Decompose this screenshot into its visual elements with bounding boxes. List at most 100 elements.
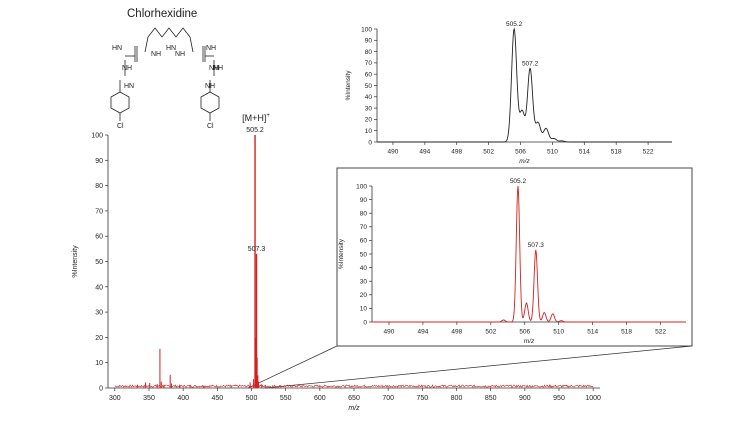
y-tick-label: 90 — [365, 38, 373, 45]
benzene-ring-right — [200, 91, 220, 114]
y-tick-label: 20 — [360, 292, 368, 299]
zoom-connector-lines — [247, 345, 693, 389]
y-tick-label: 40 — [360, 265, 368, 272]
y-axis-label: %Intensity — [72, 245, 79, 278]
x-tick-label: 522 — [655, 329, 666, 336]
x-tick-label: 522 — [643, 149, 654, 156]
structure-atom-label: NH — [151, 51, 161, 58]
y-tick-label: 90 — [360, 197, 368, 204]
y-tick-label: 50 — [365, 83, 373, 90]
ion-label: [M+H]+ — [242, 113, 270, 123]
y-tick-label: 30 — [95, 310, 103, 317]
bond — [189, 36, 194, 53]
x-tick-label: 518 — [611, 149, 622, 156]
x-tick-label: 514 — [587, 329, 598, 336]
x-tick-label: 600 — [314, 395, 326, 402]
structure-atom-label: NH — [205, 83, 215, 90]
y-tick-label: 10 — [95, 360, 103, 367]
chlorhexidine-structure — [110, 27, 220, 121]
x-tick-label: 498 — [451, 149, 462, 156]
bond — [144, 36, 149, 53]
y-tick-label: 80 — [95, 183, 103, 190]
x-tick-label: 750 — [416, 395, 428, 402]
peak-label: 505.2 — [506, 21, 523, 28]
peak-label: 505.2 — [510, 178, 527, 185]
structure-title: Chlorhexidine — [127, 8, 198, 20]
y-tick-label: 10 — [365, 128, 373, 135]
y-tick-label: 70 — [360, 224, 368, 231]
y-tick-label: 70 — [95, 208, 103, 215]
x-tick-label: 550 — [280, 395, 292, 402]
peak-label: 507.2 — [522, 61, 539, 68]
y-tick-label: 60 — [365, 71, 373, 78]
peak-label: 507.3 — [248, 246, 266, 253]
y-tick-label: 40 — [365, 94, 373, 101]
y-tick-label: 20 — [365, 117, 373, 124]
y-tick-label: 60 — [360, 238, 368, 245]
y-tick-label: 10 — [360, 306, 368, 313]
x-tick-label: 1000 — [585, 395, 601, 402]
theoretical-isotope-panel: 0 10 20 30 40 50 60 70 80 90 100 490 494 498 502 506 510… — [345, 21, 672, 165]
structure-atom-label: Cl — [207, 123, 214, 130]
y-tick-label: 0 — [363, 319, 367, 326]
structure-atom-label: NH — [209, 65, 219, 72]
x-tick-label: 800 — [451, 395, 463, 402]
structure-atom-label: NH — [213, 65, 223, 72]
spectrum-trace — [372, 185, 686, 323]
peak-label: 507.3 — [528, 242, 545, 249]
x-tick-label: 300 — [109, 395, 121, 402]
x-tick-label: 510 — [553, 329, 564, 336]
y-axis-label: %Intensity — [345, 70, 352, 101]
benzene-ring-left — [110, 91, 130, 114]
x-tick-label: 500 — [246, 395, 258, 402]
x-axis-label: m/z — [519, 158, 530, 165]
x-tick-label: 490 — [384, 329, 395, 336]
y-tick-label: 80 — [365, 49, 373, 56]
structure-atom-label: HN — [112, 45, 122, 52]
inset-frame — [336, 167, 693, 347]
y-tick-label: 20 — [95, 335, 103, 342]
connector-line — [265, 345, 693, 389]
x-tick-label: 494 — [417, 329, 428, 336]
x-tick-label: 506 — [515, 149, 526, 156]
x-tick-label: 494 — [419, 149, 430, 156]
x-tick-label: 490 — [388, 149, 399, 156]
x-tick-label: 514 — [579, 149, 590, 156]
ion-label-charge: + — [266, 113, 270, 119]
baseline-noise — [114, 384, 594, 388]
x-tick-label: 450 — [211, 395, 223, 402]
x-axis-label: m/z — [524, 338, 535, 345]
connector-line — [247, 345, 338, 389]
x-tick-label: 502 — [483, 149, 494, 156]
x-tick-label: 400 — [177, 395, 189, 402]
y-tick-label: 80 — [360, 210, 368, 217]
y-tick-label: 60 — [95, 234, 103, 241]
structure-atom-label: HN — [166, 45, 176, 52]
x-tick-label: 650 — [348, 395, 360, 402]
x-tick-label: 506 — [519, 329, 530, 336]
x-tick-label: 510 — [547, 149, 558, 156]
spectrum-trace — [377, 27, 672, 143]
y-tick-label: 0 — [368, 139, 372, 146]
structure-atom-label: NH — [206, 45, 216, 52]
y-tick-label: 0 — [99, 385, 103, 392]
x-tick-label: 502 — [485, 329, 496, 336]
y-tick-label: 100 — [356, 183, 367, 190]
hexamethylene-chain — [147, 27, 191, 38]
observed-zoom-panel: 0 10 20 30 40 50 60 70 80 90 100 490 494 498 502 506 510… — [336, 167, 693, 347]
y-tick-label: 50 — [360, 251, 368, 258]
y-axis-label: %Intensity — [338, 238, 345, 269]
x-tick-label: 950 — [553, 395, 565, 402]
structure-atom-label: NH — [122, 65, 132, 72]
y-tick-label: 100 — [91, 132, 103, 139]
x-tick-label: 850 — [485, 395, 497, 402]
structure-atom-label: NH — [175, 51, 185, 58]
structure-atom-label: HN — [124, 83, 134, 90]
x-tick-label: 498 — [451, 329, 462, 336]
x-tick-label: 900 — [519, 395, 531, 402]
y-tick-label: 40 — [95, 284, 103, 291]
x-axis-label: m/z — [348, 405, 360, 412]
